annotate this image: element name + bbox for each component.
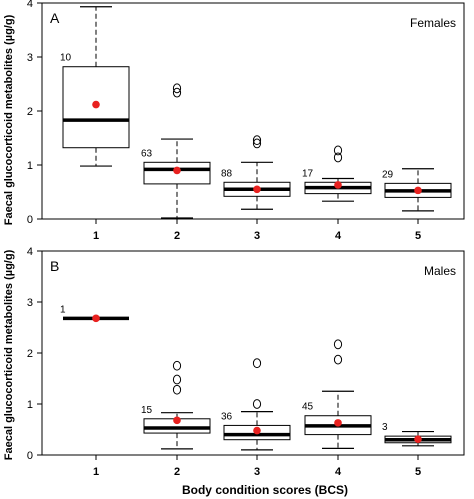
sample-size-label: 88 <box>221 168 233 179</box>
outlier-point <box>172 360 182 371</box>
mean-point <box>414 435 422 443</box>
outlier-point <box>172 87 182 98</box>
panel-title: Males <box>424 264 456 278</box>
y-tick-label: 4 <box>27 246 33 258</box>
sample-size-label: 63 <box>141 148 153 159</box>
mean-point <box>92 314 100 323</box>
mean-point <box>253 185 261 194</box>
y-axis-label: Faecal glucocorticoid metabolites (µg/g) <box>3 249 15 460</box>
y-tick-label: 1 <box>27 399 33 411</box>
x-tick-label: 5 <box>415 466 421 478</box>
outlier-point <box>252 138 262 149</box>
outlier-point <box>333 339 343 350</box>
x-tick-label: 4 <box>335 466 342 478</box>
y-tick-label: 3 <box>27 52 33 64</box>
mean-point <box>253 426 261 435</box>
sample-size-label: 36 <box>221 411 233 422</box>
outlier-point <box>172 83 182 94</box>
mean-point <box>414 186 422 195</box>
mean-point <box>334 419 342 427</box>
y-tick-label: 0 <box>27 214 33 226</box>
plot-frame <box>41 250 465 456</box>
mean-point <box>173 416 181 425</box>
outlier-point <box>333 145 343 156</box>
y-tick-label: 4 <box>27 0 33 10</box>
outlier-point <box>172 384 182 395</box>
outlier-point <box>252 135 262 146</box>
sample-size-label: 29 <box>382 169 394 180</box>
sample-size-label: 45 <box>302 402 314 413</box>
mean-point <box>334 181 342 189</box>
mean-point <box>92 100 100 109</box>
x-tick-label: 2 <box>174 230 180 242</box>
panel-title: Females <box>410 16 456 30</box>
sample-size-label: 10 <box>60 53 72 64</box>
x-tick-label: 4 <box>335 230 342 242</box>
y-tick-label: 3 <box>27 297 33 309</box>
panel-a-females: 0 1 2 3 4 1 2 3 4 5 Faecal glucocorticoid metaboli… <box>3 0 465 242</box>
x-tick-label: 1 <box>93 230 99 242</box>
y-axis-label: Faecal glucocorticoid metabolites (µg/g) <box>3 14 15 225</box>
outlier-point <box>333 354 343 365</box>
outlier-point <box>333 152 343 163</box>
y-tick-label: 1 <box>27 160 33 172</box>
y-tick-label: 2 <box>27 348 33 360</box>
panel-letter: B <box>50 258 59 274</box>
mean-point <box>173 166 181 175</box>
sample-size-label: 15 <box>141 405 153 416</box>
outlier-point <box>252 399 262 409</box>
panel-letter: A <box>50 10 60 26</box>
y-tick-label: 2 <box>27 106 33 118</box>
sample-size-label: 3 <box>382 422 388 433</box>
y-tick-label: 0 <box>27 450 33 462</box>
x-tick-label: 2 <box>174 466 180 478</box>
x-tick-label: 5 <box>415 230 421 242</box>
x-tick-label: 1 <box>93 466 99 478</box>
outlier-point <box>172 374 182 385</box>
x-tick-label: 3 <box>254 230 260 242</box>
sample-size-label: 1 <box>60 304 66 315</box>
sample-size-label: 17 <box>302 168 314 179</box>
x-tick-label: 3 <box>254 466 260 478</box>
x-axis-label: Body condition scores (BCS) <box>182 483 348 497</box>
outlier-point <box>252 358 262 369</box>
